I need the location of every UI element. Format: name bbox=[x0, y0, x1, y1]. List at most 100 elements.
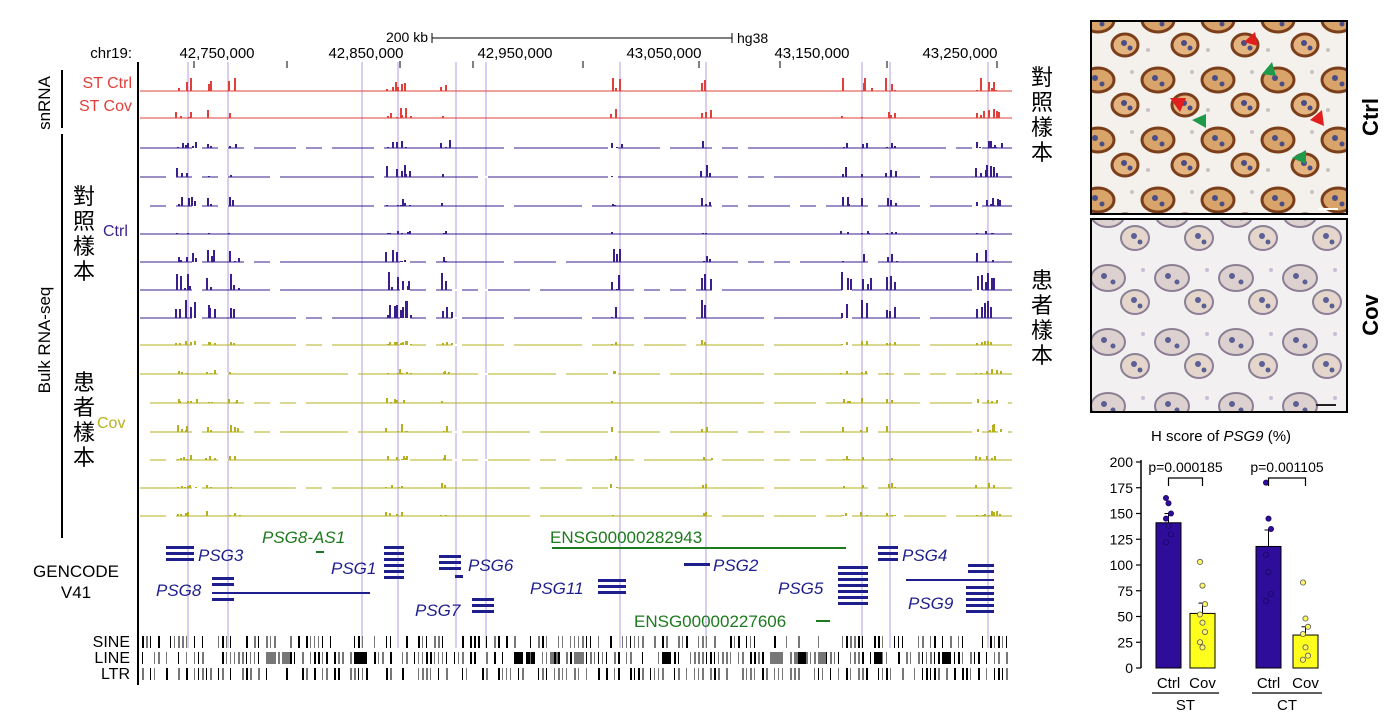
data-point bbox=[1302, 644, 1309, 651]
scale-label: 200 kb bbox=[386, 29, 428, 45]
signal-track bbox=[140, 231, 1012, 235]
svg-text:者: 者 bbox=[73, 395, 95, 420]
svg-text:患: 患 bbox=[73, 370, 95, 395]
svg-text:樣: 樣 bbox=[73, 420, 95, 445]
repeat-label-line: LINE bbox=[94, 650, 130, 667]
data-point bbox=[1197, 611, 1204, 618]
svg-text:對: 對 bbox=[73, 184, 95, 209]
y-tick-label: 0 bbox=[1125, 660, 1133, 676]
position-label: 43,050,000 bbox=[626, 45, 701, 62]
arrowhead-green bbox=[1192, 114, 1206, 128]
gene-models: PSG3 PSG8-AS1 ENSG00000282943 PSG4 PSG1 … bbox=[156, 528, 994, 631]
position-label: 43,150,000 bbox=[774, 45, 849, 62]
signal-track bbox=[140, 483, 1012, 489]
gene-ensg227606: ENSG00000227606 bbox=[634, 612, 830, 631]
signal-track bbox=[140, 108, 1012, 119]
svg-text:樣: 樣 bbox=[1031, 115, 1053, 140]
bar bbox=[1255, 545, 1282, 669]
gene-label-psg8-as1: PSG8-AS1 bbox=[262, 528, 345, 547]
position-label: 42,950,000 bbox=[477, 45, 552, 62]
arrowhead-red bbox=[1170, 98, 1186, 112]
gene-label-ensg227606: ENSG00000227606 bbox=[634, 612, 786, 631]
data-point bbox=[1263, 479, 1270, 486]
svg-text:照: 照 bbox=[73, 209, 95, 234]
signal-track bbox=[140, 369, 1012, 375]
arrowhead-green bbox=[1262, 62, 1276, 76]
data-point bbox=[1168, 531, 1175, 538]
x-tick-label: Ctrl bbox=[1257, 675, 1280, 692]
position-label: 42,750,000 bbox=[179, 45, 254, 62]
gene-label-psg11: PSG11 bbox=[530, 579, 584, 598]
data-point bbox=[1265, 569, 1272, 576]
assembly-label: hg38 bbox=[737, 30, 768, 46]
group-label: CT bbox=[1277, 697, 1297, 714]
bar bbox=[1292, 634, 1319, 669]
chart-title: H score of PSG9 (%) bbox=[1151, 428, 1291, 445]
bulk-group-label: Bulk RNA-seq bbox=[35, 287, 54, 394]
data-point bbox=[1163, 515, 1170, 522]
data-point bbox=[1265, 515, 1272, 522]
signal-track bbox=[140, 340, 1012, 346]
data-point bbox=[1268, 525, 1275, 532]
bulk-cov-label: Cov bbox=[97, 415, 125, 432]
data-point bbox=[1202, 601, 1209, 608]
signal-track bbox=[140, 197, 1012, 207]
gene-label-psg4: PSG4 bbox=[902, 546, 947, 565]
gene-psg7: PSG7 bbox=[415, 598, 494, 620]
position-label: 42,850,000 bbox=[328, 45, 403, 62]
signal-track bbox=[140, 511, 1012, 517]
signal-track bbox=[140, 249, 1012, 263]
right-ctrl-cn-label: 對 照 樣 本 bbox=[1031, 65, 1053, 165]
x-tick-label: Cov bbox=[1189, 675, 1216, 692]
gene-psg4: PSG4 bbox=[878, 546, 947, 565]
snrna-ctrl-label: ST Ctrl bbox=[83, 75, 132, 92]
y-tick-label: 125 bbox=[1110, 531, 1134, 547]
micrograph-ctrl-label: Ctrl bbox=[1358, 98, 1383, 136]
data-point bbox=[1168, 510, 1175, 517]
data-point bbox=[1300, 631, 1307, 638]
arrowhead-red bbox=[1310, 110, 1324, 126]
micrograph-ctrl bbox=[1090, 20, 1348, 215]
data-point bbox=[1199, 582, 1206, 589]
gencode-title: GENCODE bbox=[33, 562, 119, 581]
data-point bbox=[1263, 598, 1270, 605]
data-point bbox=[1268, 590, 1275, 597]
repeat-track bbox=[142, 668, 1008, 680]
data-point bbox=[1163, 495, 1170, 502]
arrowhead-green bbox=[1292, 150, 1306, 164]
data-point bbox=[1263, 551, 1270, 558]
data-point bbox=[1202, 628, 1209, 635]
y-tick-label: 50 bbox=[1117, 609, 1133, 625]
gene-psg8: PSG8 bbox=[156, 577, 370, 601]
gene-ensg282943: ENSG00000282943 bbox=[550, 528, 846, 549]
gene-label-psg6: PSG6 bbox=[468, 556, 514, 575]
gene-psg11: PSG11 bbox=[530, 579, 626, 598]
svg-text:患: 患 bbox=[1031, 268, 1053, 293]
bulk-ctrl-cn-label: 對 照 樣 本 bbox=[73, 184, 95, 284]
gene-label-psg1: PSG1 bbox=[331, 559, 376, 578]
signal-track bbox=[140, 165, 1012, 178]
data-point bbox=[1197, 558, 1204, 565]
micrograph-cov-label: Cov bbox=[1358, 293, 1383, 335]
scale-bar-ctrl bbox=[1318, 208, 1338, 210]
chrom-label: chr19: bbox=[90, 45, 132, 62]
signal-tracks bbox=[140, 78, 1012, 517]
gene-label-psg8: PSG8 bbox=[156, 581, 202, 600]
y-tick-label: 25 bbox=[1117, 634, 1133, 650]
data-point bbox=[1165, 522, 1172, 529]
repeat-track bbox=[142, 652, 1008, 664]
micrograph-cov bbox=[1090, 218, 1348, 413]
gene-label-psg7: PSG7 bbox=[415, 601, 461, 620]
scale-bar: 200 kb hg38 bbox=[386, 29, 768, 46]
p-value-label: p=0.000185 bbox=[1148, 459, 1223, 475]
data-point bbox=[1199, 644, 1206, 651]
gene-psg8-as1: PSG8-AS1 bbox=[262, 528, 345, 553]
gene-psg9: PSG9 bbox=[906, 564, 994, 613]
svg-text:本: 本 bbox=[1031, 140, 1053, 165]
position-label: 43,250,000 bbox=[922, 45, 997, 62]
right-cov-cn-label: 患 者 樣 本 bbox=[1031, 268, 1053, 368]
arrowhead-red bbox=[1244, 32, 1258, 46]
gene-psg5: PSG5 bbox=[778, 566, 868, 605]
signal-track bbox=[140, 455, 1012, 461]
